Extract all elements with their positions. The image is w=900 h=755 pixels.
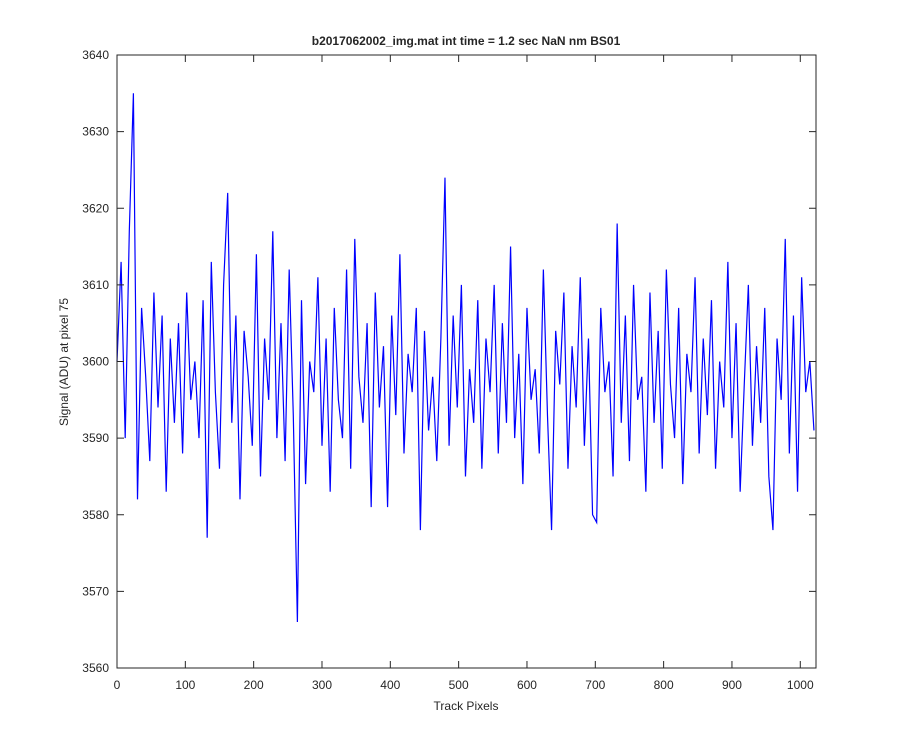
x-tick-label: 600: [517, 678, 537, 692]
y-tick-label: 3640: [82, 48, 109, 62]
y-tick-label: 3620: [82, 201, 109, 215]
x-tick-label: 700: [585, 678, 605, 692]
y-tick-label: 3570: [82, 584, 109, 598]
data-line: [116, 93, 815, 623]
x-tick-label: 300: [312, 678, 332, 692]
x-tick-label: 200: [244, 678, 264, 692]
x-tick-label: 500: [449, 678, 469, 692]
y-tick-label: 3600: [82, 355, 109, 369]
y-tick-label: 3630: [82, 125, 109, 139]
y-tick-label: 3590: [82, 431, 109, 445]
y-axis-label: Signal (ADU) at pixel 75: [57, 298, 71, 426]
x-tick-label: 400: [380, 678, 400, 692]
chart-title: b2017062002_img.mat int time = 1.2 sec N…: [312, 34, 621, 48]
x-axis-label: Track Pixels: [434, 699, 499, 713]
x-tick-label: 100: [175, 678, 195, 692]
x-tick-label: 800: [654, 678, 674, 692]
y-tick-label: 3610: [82, 278, 109, 292]
y-tick-label: 3560: [82, 661, 109, 675]
x-tick-label: 1000: [787, 678, 814, 692]
x-tick-label: 900: [722, 678, 742, 692]
y-tick-label: 3580: [82, 508, 109, 522]
x-tick-label: 0: [114, 678, 121, 692]
plot-area: [117, 55, 816, 668]
